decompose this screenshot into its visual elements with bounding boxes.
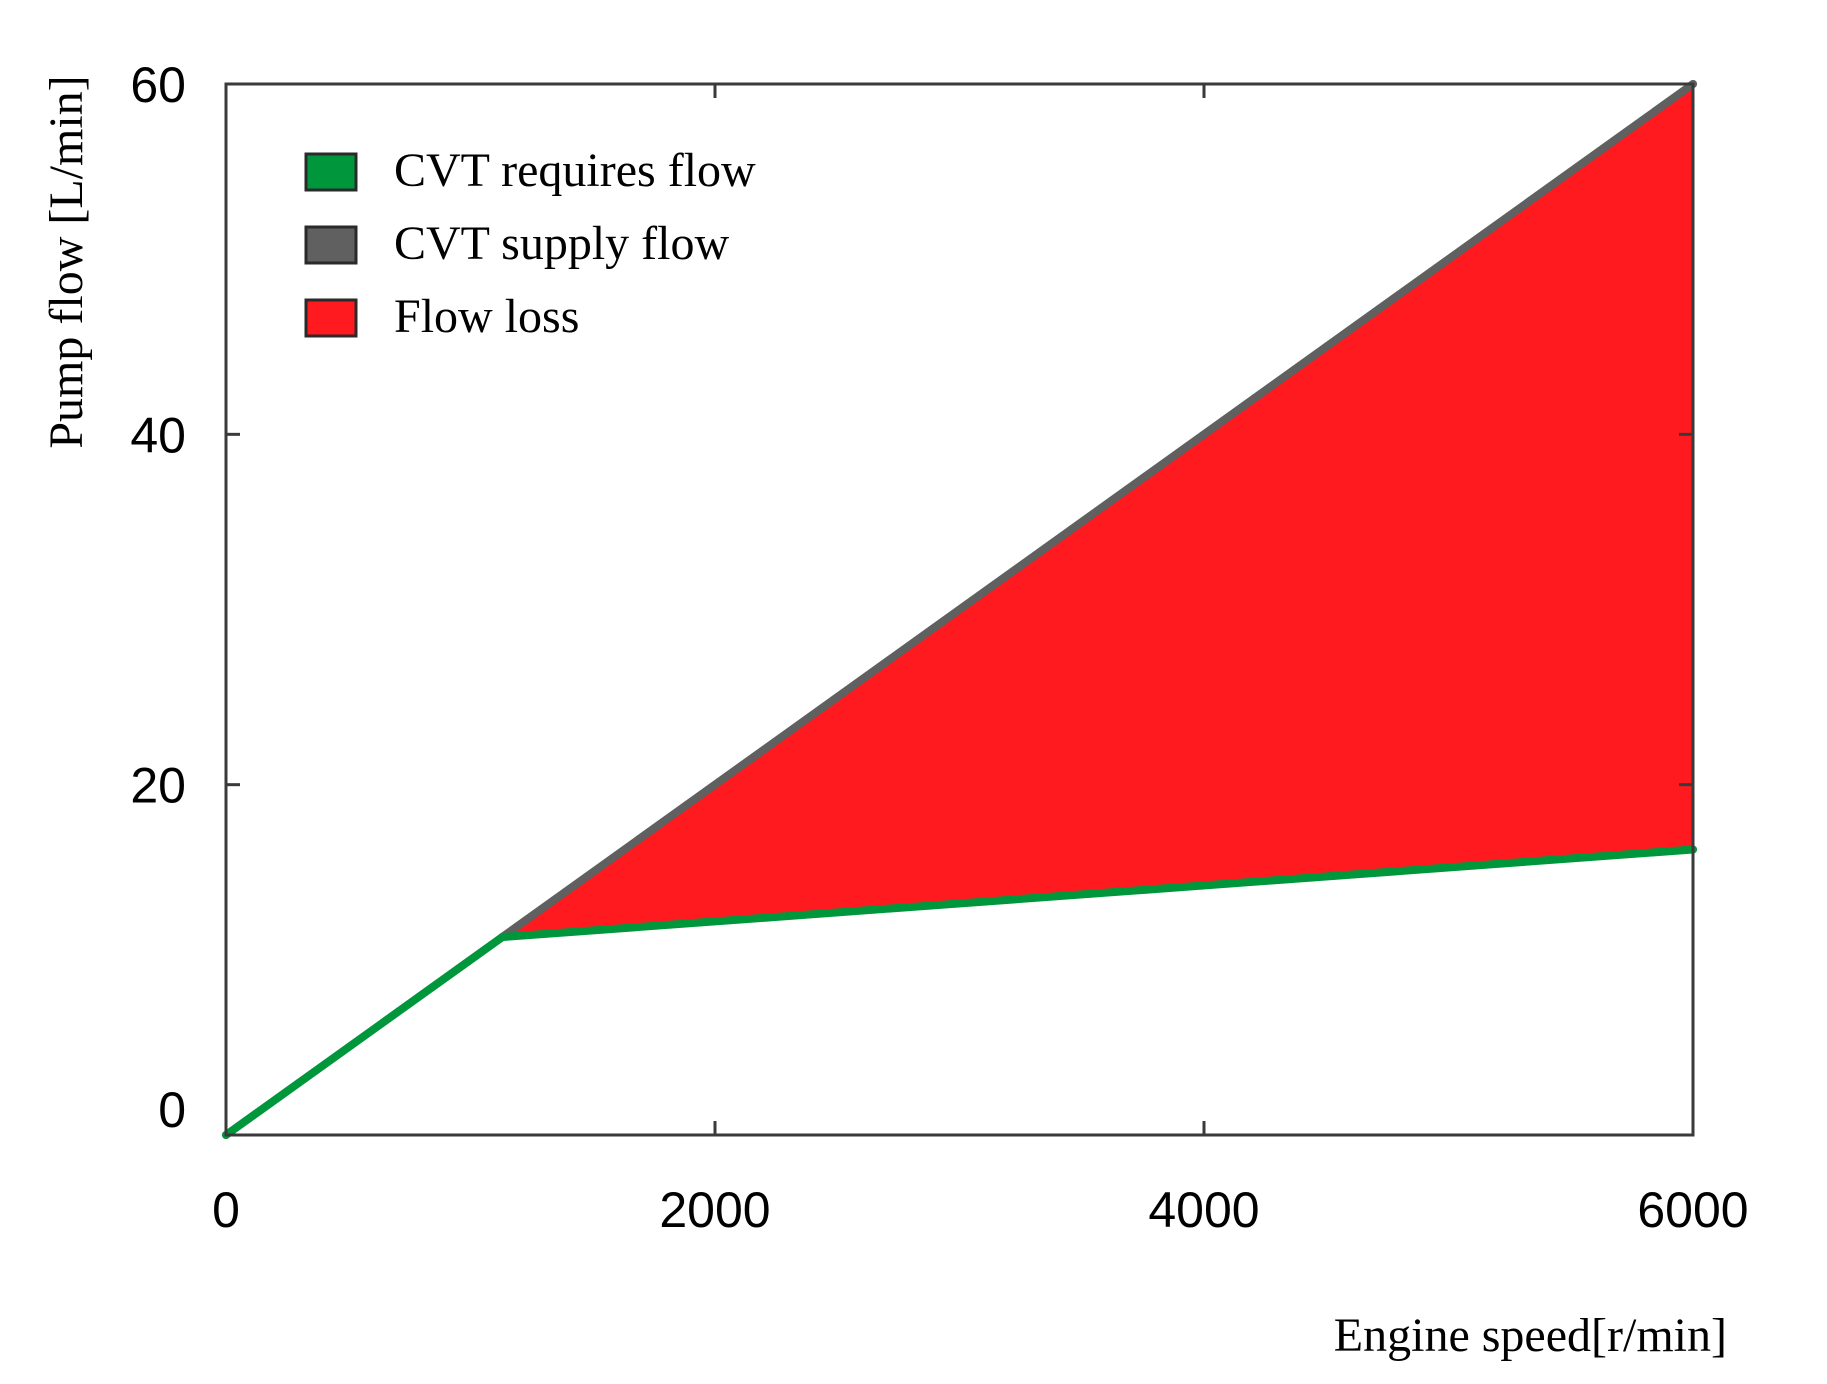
- legend-label: CVT requires flow: [394, 144, 756, 197]
- y-axis-label: Pump flow [L/min]: [40, 75, 93, 448]
- series-lines-layer: [222, 80, 1697, 1139]
- legend-swatch: [304, 225, 358, 265]
- plot-frame-layer: [224, 82, 1695, 1137]
- x-tick-label: 6000: [1637, 1182, 1748, 1238]
- legend-label: CVT supply flow: [394, 217, 729, 270]
- x-tick-label: 2000: [659, 1182, 770, 1238]
- y-tick-label: 40: [130, 407, 186, 463]
- x-axis-label: Engine speed[r/min]: [1334, 1309, 1727, 1362]
- y-tick-label: 20: [130, 758, 186, 814]
- legend-swatch: [304, 298, 358, 338]
- tick-layer: 0 2000 4000 6000 0 20 40 60: [130, 57, 1748, 1238]
- y-tick-label: 0: [158, 1082, 186, 1138]
- legend: CVT requires flow CVT supply flow Flow los…: [304, 144, 756, 343]
- x-tick-label: 0: [212, 1182, 240, 1238]
- y-tick-label: 60: [130, 57, 186, 113]
- plot-frame: [224, 82, 1695, 1137]
- x-tick-label: 4000: [1148, 1182, 1259, 1238]
- series-line-cvt-supply-flow: [498, 80, 1697, 942]
- legend-label: Flow loss: [394, 290, 579, 343]
- legend-swatch: [304, 152, 358, 192]
- series-point: [498, 933, 507, 942]
